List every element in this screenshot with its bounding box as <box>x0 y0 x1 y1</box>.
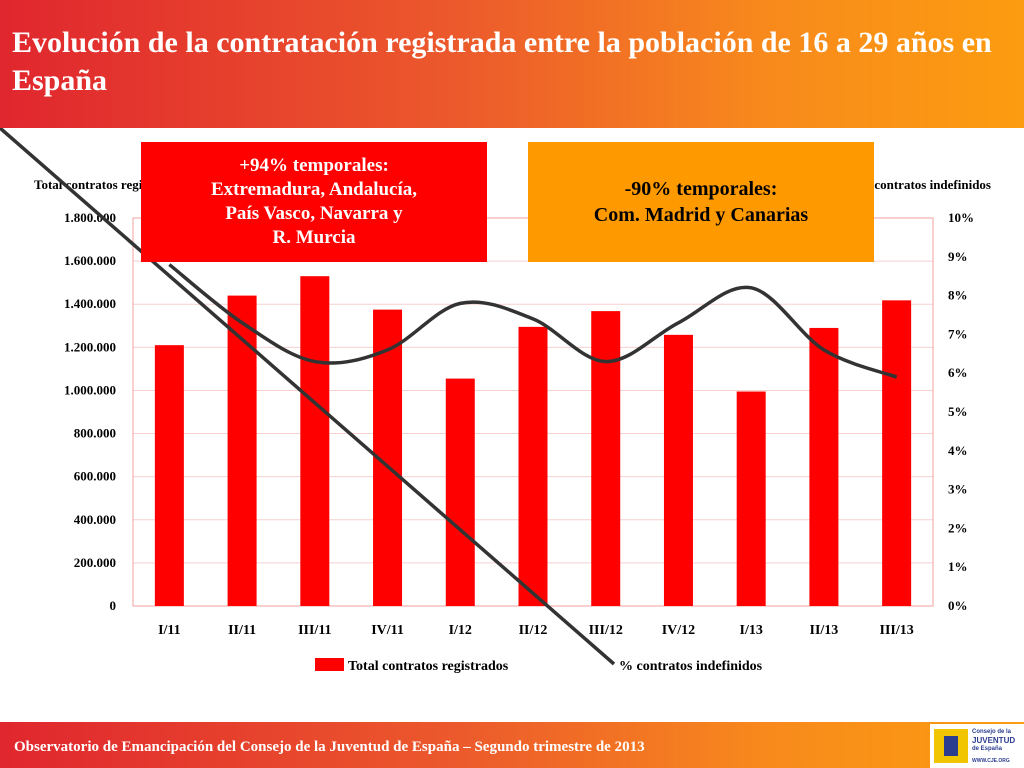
logo-text: WWW.CJE.ORG <box>972 758 1010 764</box>
category-label: IV/12 <box>662 623 695 638</box>
category-label: II/11 <box>228 623 256 638</box>
callout-line: País Vasco, Navarra y <box>225 203 403 224</box>
callout-line: +94% temporales: <box>239 155 389 176</box>
footer-banner <box>0 722 1024 768</box>
right-tick-label: 6% <box>948 365 968 380</box>
callout-line: -90% temporales: <box>624 178 778 200</box>
bar <box>736 391 766 606</box>
bar <box>591 311 621 606</box>
right-tick-label: 4% <box>948 443 968 458</box>
category-label: III/12 <box>589 623 623 638</box>
logo-text: Consejo de la <box>972 729 1012 735</box>
slide-title: Evolución de la contratación registrada … <box>12 26 992 97</box>
left-tick-label: 200.000 <box>74 555 116 570</box>
left-tick-label: 600.000 <box>74 469 116 484</box>
right-tick-label: 8% <box>948 288 968 303</box>
right-tick-label: 2% <box>948 520 968 535</box>
line-series-indefinidos <box>168 263 898 379</box>
left-tick-label: 1.200.000 <box>64 339 116 354</box>
left-tick-label: 1.600.000 <box>64 253 116 268</box>
category-label: III/13 <box>880 623 914 638</box>
bar <box>154 345 184 606</box>
legend: Total contratos registrados % contratos … <box>0 128 763 674</box>
callout-temporales-increase: +94% temporales: Extremadura, Andalucía,… <box>141 142 487 262</box>
category-label: I/11 <box>158 623 181 638</box>
left-tick-label: 1.400.000 <box>64 296 116 311</box>
left-axis-ticks: 0 200.000 400.000 600.000 800.000 1.000.000 1.… <box>64 210 116 613</box>
left-tick-label: 800.000 <box>74 426 116 441</box>
right-tick-label: 1% <box>948 559 968 574</box>
category-label: I/12 <box>449 623 472 638</box>
legend-line-label: % contratos indefinidos <box>619 659 763 674</box>
bar <box>663 334 693 606</box>
right-tick-label: 9% <box>948 249 968 264</box>
right-tick-label: 10% <box>948 210 974 225</box>
bar <box>809 327 839 606</box>
legend-bar-swatch <box>315 658 344 671</box>
legend-line-swatch <box>0 128 616 666</box>
bar-series <box>154 276 912 606</box>
category-label: III/11 <box>298 623 331 638</box>
callout-line: Extremadura, Andalucía, <box>210 179 418 200</box>
bar <box>445 378 475 606</box>
bar <box>300 276 330 606</box>
category-label: II/12 <box>519 623 548 638</box>
cje-logo: Consejo de la JUVENTUD de España WWW.CJE… <box>930 724 1024 768</box>
left-tick-label: 1.000.000 <box>64 382 116 397</box>
title-banner <box>0 0 1024 128</box>
callout-line: Com. Madrid y Canarias <box>593 204 809 226</box>
right-tick-label: 5% <box>948 404 968 419</box>
callout-line: R. Murcia <box>272 227 356 248</box>
right-tick-label: 0% <box>948 598 968 613</box>
logo-text: JUVENTUD <box>972 736 1016 745</box>
category-label: II/13 <box>810 623 839 638</box>
left-tick-label: 400.000 <box>74 512 116 527</box>
right-axis-title: % contratos indefinidos <box>858 177 991 192</box>
right-tick-label: 3% <box>948 482 968 497</box>
bar <box>518 326 548 606</box>
right-axis-ticks: 0% 1% 2% 3% 4% 5% 6% 7% 8% 9% 10% <box>948 210 974 613</box>
logo-text: de España <box>972 746 1003 752</box>
category-label: IV/11 <box>371 623 404 638</box>
category-label: I/13 <box>740 623 763 638</box>
cje-logo-mark <box>934 729 968 763</box>
right-tick-label: 7% <box>948 326 968 341</box>
bar <box>227 295 257 606</box>
callout-temporales-decrease: -90% temporales: Com. Madrid y Canarias <box>528 142 874 262</box>
footer-source: Observatorio de Emancipación del Consejo… <box>14 739 645 755</box>
left-tick-label: 0 <box>110 598 117 613</box>
bar <box>882 300 912 606</box>
category-axis-labels: I/11 II/11 III/11 IV/11 I/12 II/12 III/12 IV/12… <box>158 623 914 638</box>
left-tick-label: 1.800.000 <box>64 210 116 225</box>
legend-bar-label: Total contratos registrados <box>348 659 509 674</box>
